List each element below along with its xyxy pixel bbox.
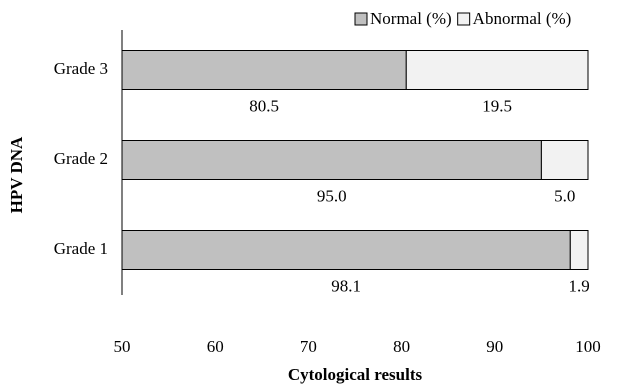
bar-segment [121,50,407,90]
legend-swatch [354,12,368,26]
x-tick-label: 100 [575,337,601,356]
data-label: 95.0 [317,186,347,205]
data-label: 1.9 [569,276,590,295]
legend-label: Abnormal (%) [473,9,572,28]
bar-segment [121,140,542,180]
x-tick-label: 60 [207,337,224,356]
data-label: 80.5 [249,96,279,115]
data-label: 19.5 [482,96,512,115]
y-tick-label: Grade 1 [54,239,108,258]
bar-segment [540,140,589,180]
y-tick-label: Grade 3 [54,59,108,78]
bar-segment [569,230,589,270]
x-tick-label: 80 [393,337,410,356]
legend-label: Normal (%) [370,9,452,28]
bar-segment [121,230,571,270]
x-tick-label: 90 [486,337,503,356]
legend-swatch [457,12,471,26]
x-tick-label: 50 [114,337,131,356]
x-axis-label: Cytological results [288,365,423,384]
bar-segment [405,50,589,90]
data-label: 5.0 [554,186,575,205]
y-tick-label: Grade 2 [54,149,108,168]
y-axis-label: HPV DNA [7,136,26,213]
x-tick-label: 70 [300,337,317,356]
data-label: 98.1 [331,276,361,295]
